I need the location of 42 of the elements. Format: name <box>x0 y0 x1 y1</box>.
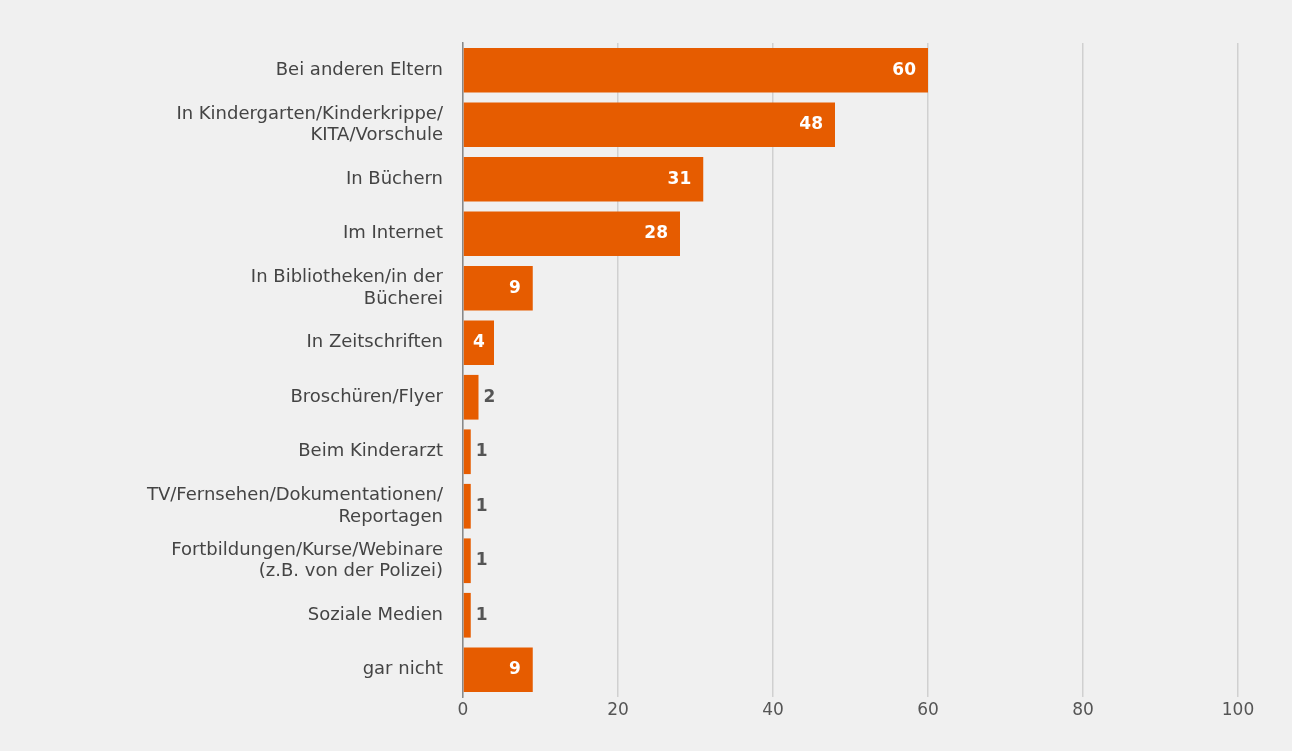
x-tick-label: 0 <box>457 698 469 719</box>
y-tick-label: Broschüren/Flyer <box>290 384 444 406</box>
y-tick-label: In Büchern <box>345 166 443 188</box>
x-tick-label: 100 <box>1221 698 1255 719</box>
data-label: 4 <box>472 331 485 352</box>
data-label: 60 <box>892 58 917 79</box>
y-tick-label: In Zeitschriften <box>306 330 443 352</box>
x-tick-label: 20 <box>607 698 629 719</box>
data-label: 1 <box>475 440 488 461</box>
data-label: 1 <box>475 549 488 570</box>
x-tick-label: 60 <box>917 698 939 719</box>
bar <box>463 156 704 202</box>
bar <box>463 265 533 311</box>
x-tick-label: 40 <box>762 698 784 719</box>
data-label: 2 <box>483 385 496 406</box>
data-label: 28 <box>644 222 668 243</box>
y-tick-label: In Bibliotheken/in der Bücherei <box>250 265 444 308</box>
y-tick-label: In Kindergarten/Kinderkrippe/KITA/Vorschule <box>176 101 444 145</box>
data-label: 9 <box>508 276 521 297</box>
y-tick-label: TV/Fernsehen/Dokumentationen/Reportagen <box>146 483 444 526</box>
y-tick-label: Bei anderen Eltern <box>275 57 443 79</box>
y-tick-label: Fortbildungen/Kurse/Webinare (z.B. von der Polizei) <box>171 537 443 581</box>
bar <box>463 320 494 366</box>
bar <box>463 647 533 693</box>
data-label: 1 <box>475 494 488 515</box>
bar <box>463 47 928 93</box>
data-label: 31 <box>667 167 692 188</box>
bar <box>463 429 471 475</box>
bar <box>463 374 479 420</box>
bar <box>463 538 471 584</box>
data-label: 48 <box>799 113 823 134</box>
bar <box>463 592 471 638</box>
bar <box>463 483 471 529</box>
data-label: 9 <box>508 658 521 679</box>
y-tick-label: gar nicht <box>362 657 443 679</box>
x-tick-label: 80 <box>1072 698 1094 719</box>
y-tick-label: Im Internet <box>342 221 443 243</box>
bar <box>463 102 835 148</box>
y-tick-label: Beim Kinderarzt <box>298 439 443 461</box>
y-tick-label: Soziale Medien <box>307 602 443 624</box>
bar <box>463 211 680 257</box>
data-label: 1 <box>475 603 488 624</box>
